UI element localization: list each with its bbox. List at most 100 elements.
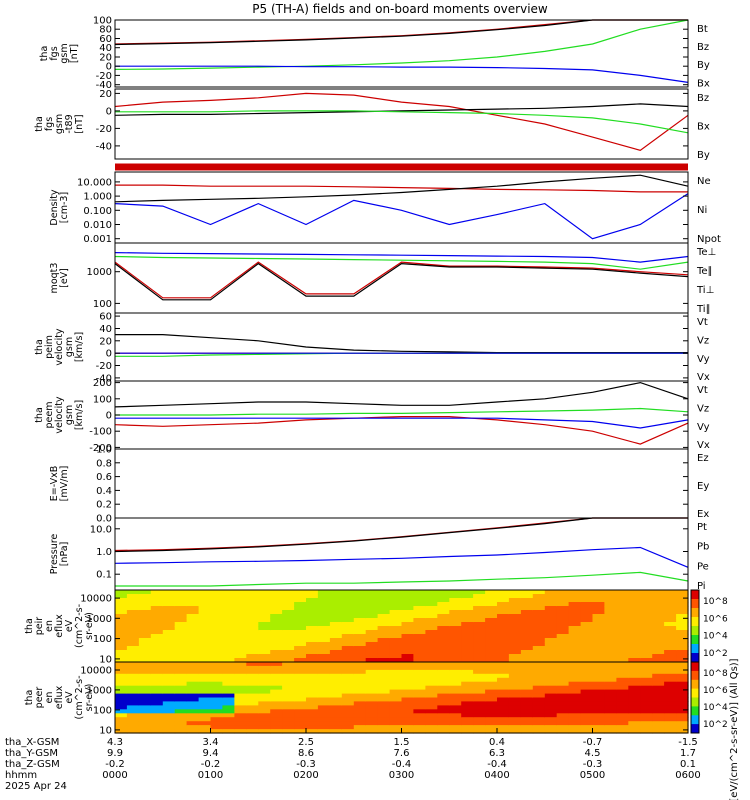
spectrogram-cell xyxy=(449,729,462,734)
spectrogram-cell xyxy=(628,697,641,702)
spectrogram-cell xyxy=(664,693,677,699)
spectrogram-cell xyxy=(282,642,295,647)
spectrogram-cell xyxy=(592,669,605,675)
spectrogram-cell xyxy=(425,685,438,691)
series-line-bx xyxy=(115,65,689,83)
spectrogram-cell xyxy=(162,713,176,718)
spectrogram-cell xyxy=(652,701,665,706)
spectrogram-cell xyxy=(544,665,558,671)
spectrogram-cell xyxy=(150,662,164,667)
spectrogram-cell xyxy=(568,705,582,710)
spectrogram-cell xyxy=(473,681,486,687)
spectrogram-cell xyxy=(294,665,307,671)
spectrogram-cell xyxy=(222,634,235,639)
spectrogram-cell xyxy=(222,665,235,671)
spectrogram-cell xyxy=(341,669,355,675)
spectrogram-cell xyxy=(282,610,295,615)
spectrogram-cell xyxy=(532,673,546,679)
spectrogram-cell xyxy=(341,701,355,706)
spectrogram-cell xyxy=(676,693,689,699)
spectrogram-cell xyxy=(473,594,486,599)
spectrogram-cell xyxy=(628,606,641,611)
spectrogram-cell xyxy=(425,701,438,706)
spectrogram-cell xyxy=(329,665,343,671)
spectrogram-cell xyxy=(115,681,128,687)
colorbar-swatch xyxy=(691,590,699,594)
y-tick-label: 0.6 xyxy=(96,472,112,483)
spectrogram-cell xyxy=(568,630,582,635)
spectrogram-cell xyxy=(258,685,271,691)
spectrogram-cell xyxy=(150,713,164,718)
spectrogram-cell xyxy=(138,693,152,699)
spectrogram-cell xyxy=(198,689,212,695)
colorbar-frame xyxy=(690,661,700,734)
colorbar-swatch xyxy=(691,623,699,627)
spectrogram-cell xyxy=(592,590,605,595)
spectrogram-cell xyxy=(317,721,331,726)
spectrogram-cell xyxy=(126,665,140,671)
colorbar-swatch xyxy=(691,688,699,693)
spectrogram-cell xyxy=(485,701,498,706)
spectrogram-cell xyxy=(198,614,212,619)
spectrogram-cell xyxy=(341,630,355,635)
spectrogram-cell xyxy=(270,654,283,659)
spectrogram-cell xyxy=(258,721,271,726)
spectrogram-cell xyxy=(294,701,307,706)
spectrogram-cell xyxy=(556,646,570,651)
spectrogram-cell xyxy=(473,697,486,702)
spectrogram-cell xyxy=(353,677,367,683)
spectrogram-cell xyxy=(150,658,164,663)
spectrogram-cell xyxy=(485,677,498,683)
spectrogram-cell xyxy=(246,677,259,683)
spectrogram-cell xyxy=(294,721,307,726)
y-axis-label: peir xyxy=(34,617,45,636)
spectrogram-cell xyxy=(198,598,212,603)
spectrogram-cell xyxy=(126,602,140,607)
spectrogram-cell xyxy=(413,626,426,631)
spectrogram-cell xyxy=(306,610,319,615)
spectrogram-cell xyxy=(353,634,367,639)
spectrogram-cell xyxy=(676,729,689,734)
spectrogram-cell xyxy=(461,705,474,710)
spectrogram-cell xyxy=(485,721,498,726)
spectrogram-cell xyxy=(425,725,438,730)
spectrogram-cell xyxy=(401,602,414,607)
spectrogram-cell xyxy=(317,717,331,722)
spectrogram-cell xyxy=(497,598,510,603)
legend-bx: Bx xyxy=(697,122,710,133)
spectrogram-cell xyxy=(270,618,283,623)
spectrogram-cell xyxy=(401,705,414,710)
spectrogram-cell xyxy=(604,717,617,722)
spectrogram-cell xyxy=(580,638,594,643)
spectrogram-cell xyxy=(616,721,629,726)
spectrogram-cell xyxy=(652,673,665,679)
spectrogram-cell xyxy=(270,693,283,699)
spectrogram-cell xyxy=(616,681,629,687)
spectrogram-cell xyxy=(592,610,605,615)
x-tick-label: 1.5 xyxy=(394,737,410,748)
spectrogram-cell xyxy=(568,634,582,639)
spectrogram-cell xyxy=(676,689,689,695)
spectrogram-cell xyxy=(520,725,534,730)
spectrogram-cell xyxy=(497,634,510,639)
y-axis-label: eflux xyxy=(54,685,65,709)
colorbar-swatch xyxy=(691,682,699,687)
spectrogram-cell xyxy=(508,614,522,619)
spectrogram-cell xyxy=(437,677,450,683)
spectrogram-cell xyxy=(437,717,450,722)
spectrogram-cell xyxy=(437,673,450,679)
spectrogram-cell xyxy=(186,697,200,702)
spectrogram-cell xyxy=(592,697,605,702)
spectrogram-cell xyxy=(246,689,259,695)
spectrogram-cell xyxy=(664,681,677,687)
colorbar-swatch xyxy=(691,712,699,716)
spectrogram-cell xyxy=(234,610,247,615)
spectrogram-cell xyxy=(138,701,152,706)
spectrogram-cell xyxy=(162,618,176,623)
spectrogram-cell xyxy=(652,697,665,702)
series-line-by xyxy=(114,19,689,70)
colorbar-swatch xyxy=(691,706,699,710)
spectrogram-cell xyxy=(150,650,164,655)
spectrogram-cell xyxy=(246,725,259,730)
